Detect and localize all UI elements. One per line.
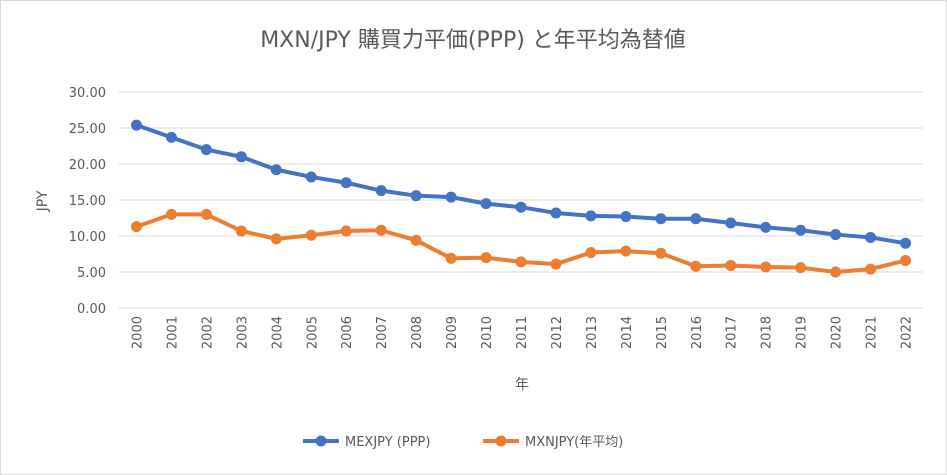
- x-tick-label: 2012: [550, 316, 565, 349]
- data-point: [830, 266, 842, 278]
- data-point: [340, 225, 352, 237]
- y-tick-label: 0.00: [77, 302, 106, 317]
- series-ppp: [130, 119, 912, 249]
- x-tick-label: 2017: [725, 316, 740, 349]
- data-point: [655, 247, 667, 259]
- data-point: [305, 229, 317, 241]
- data-point: [130, 119, 142, 131]
- y-tick-label: 5.00: [77, 266, 106, 281]
- x-tick-label: 2002: [200, 316, 215, 349]
- data-point: [375, 224, 387, 236]
- legend-item: MEXJPY (PPP): [303, 435, 430, 450]
- data-point: [690, 213, 702, 225]
- data-point: [620, 245, 632, 257]
- x-tick-label: 2019: [795, 316, 810, 349]
- data-point: [690, 260, 702, 272]
- data-point: [235, 225, 247, 237]
- x-tick-label: 2013: [585, 316, 600, 349]
- data-point: [830, 229, 842, 241]
- data-point: [270, 164, 282, 176]
- data-point: [200, 144, 212, 156]
- data-point: [130, 221, 142, 233]
- x-tick-label: 2000: [130, 316, 145, 349]
- legend-label: MXNJPY(年平均): [525, 435, 623, 450]
- x-tick-label: 2003: [235, 316, 250, 349]
- data-point: [900, 237, 912, 249]
- legend: MEXJPY (PPP) MXNJPY(年平均): [303, 435, 623, 450]
- data-point: [725, 260, 737, 272]
- x-tick-label: 2016: [690, 316, 705, 349]
- data-point: [480, 252, 492, 264]
- x-tick-label: 2022: [900, 316, 915, 349]
- data-point: [655, 213, 667, 225]
- data-point: [235, 151, 247, 163]
- data-point: [410, 190, 422, 202]
- data-point: [900, 254, 912, 266]
- data-point: [585, 247, 597, 259]
- data-point: [480, 198, 492, 210]
- y-tick-label: 30.00: [69, 86, 106, 101]
- y-tick-label: 15.00: [69, 194, 106, 209]
- data-point: [200, 208, 212, 220]
- data-point: [725, 217, 737, 229]
- series-average: [130, 208, 912, 278]
- data-point: [165, 131, 177, 143]
- x-tick-label: 2009: [445, 316, 460, 349]
- data-point: [795, 224, 807, 236]
- legend-swatch-marker: [495, 435, 507, 447]
- data-point: [865, 263, 877, 275]
- data-point: [795, 262, 807, 274]
- x-tick-label: 2006: [340, 316, 355, 349]
- data-point: [165, 208, 177, 220]
- data-point: [375, 185, 387, 197]
- x-tick-label: 2008: [410, 316, 425, 349]
- y-tick-label: 10.00: [69, 230, 106, 245]
- data-point: [270, 233, 282, 245]
- legend-label: MEXJPY (PPP): [345, 435, 430, 450]
- x-tick-label: 2001: [165, 316, 180, 349]
- x-tick-label: 2015: [655, 316, 670, 349]
- chart-title: MXN/JPY 購買力平価(PPP) と年平均為替値: [260, 28, 686, 53]
- data-point: [305, 171, 317, 183]
- x-axis-label: 年: [515, 377, 529, 393]
- data-point: [550, 258, 562, 270]
- x-tick-label: 2020: [830, 316, 845, 349]
- series-group: [130, 119, 912, 278]
- y-tick-label: 25.00: [69, 122, 106, 137]
- y-tick-label: 20.00: [69, 158, 106, 173]
- x-tick-label: 2010: [480, 316, 495, 349]
- gridlines: [119, 91, 923, 309]
- series-line: [134, 123, 908, 246]
- data-point: [585, 210, 597, 222]
- x-axis-ticks: 2000 2001 2002 2003 2004 2005 2006 2007 2008 2009…: [130, 316, 914, 349]
- data-point: [865, 231, 877, 243]
- x-tick-label: 2007: [375, 316, 390, 349]
- x-tick-label: 2014: [620, 316, 635, 349]
- legend-item: MXNJPY(年平均): [483, 435, 623, 450]
- data-point: [550, 207, 562, 219]
- data-point: [445, 252, 457, 264]
- data-point: [760, 261, 772, 273]
- data-point: [410, 234, 422, 246]
- legend-swatch-marker: [315, 435, 327, 447]
- x-tick-label: 2021: [865, 316, 880, 349]
- x-tick-label: 2018: [760, 316, 775, 349]
- data-point: [340, 177, 352, 189]
- x-tick-label: 2011: [515, 316, 530, 349]
- data-point: [515, 201, 527, 213]
- data-point: [515, 256, 527, 268]
- data-point: [760, 221, 772, 233]
- data-point: [620, 211, 632, 223]
- x-tick-label: 2005: [305, 316, 320, 349]
- y-axis-ticks: 0.00 5.00 10.00 15.00 20.00 25.00 30.00: [69, 86, 106, 317]
- y-axis-label: JPY: [35, 190, 51, 212]
- x-tick-label: 2004: [270, 316, 285, 349]
- data-point: [445, 191, 457, 203]
